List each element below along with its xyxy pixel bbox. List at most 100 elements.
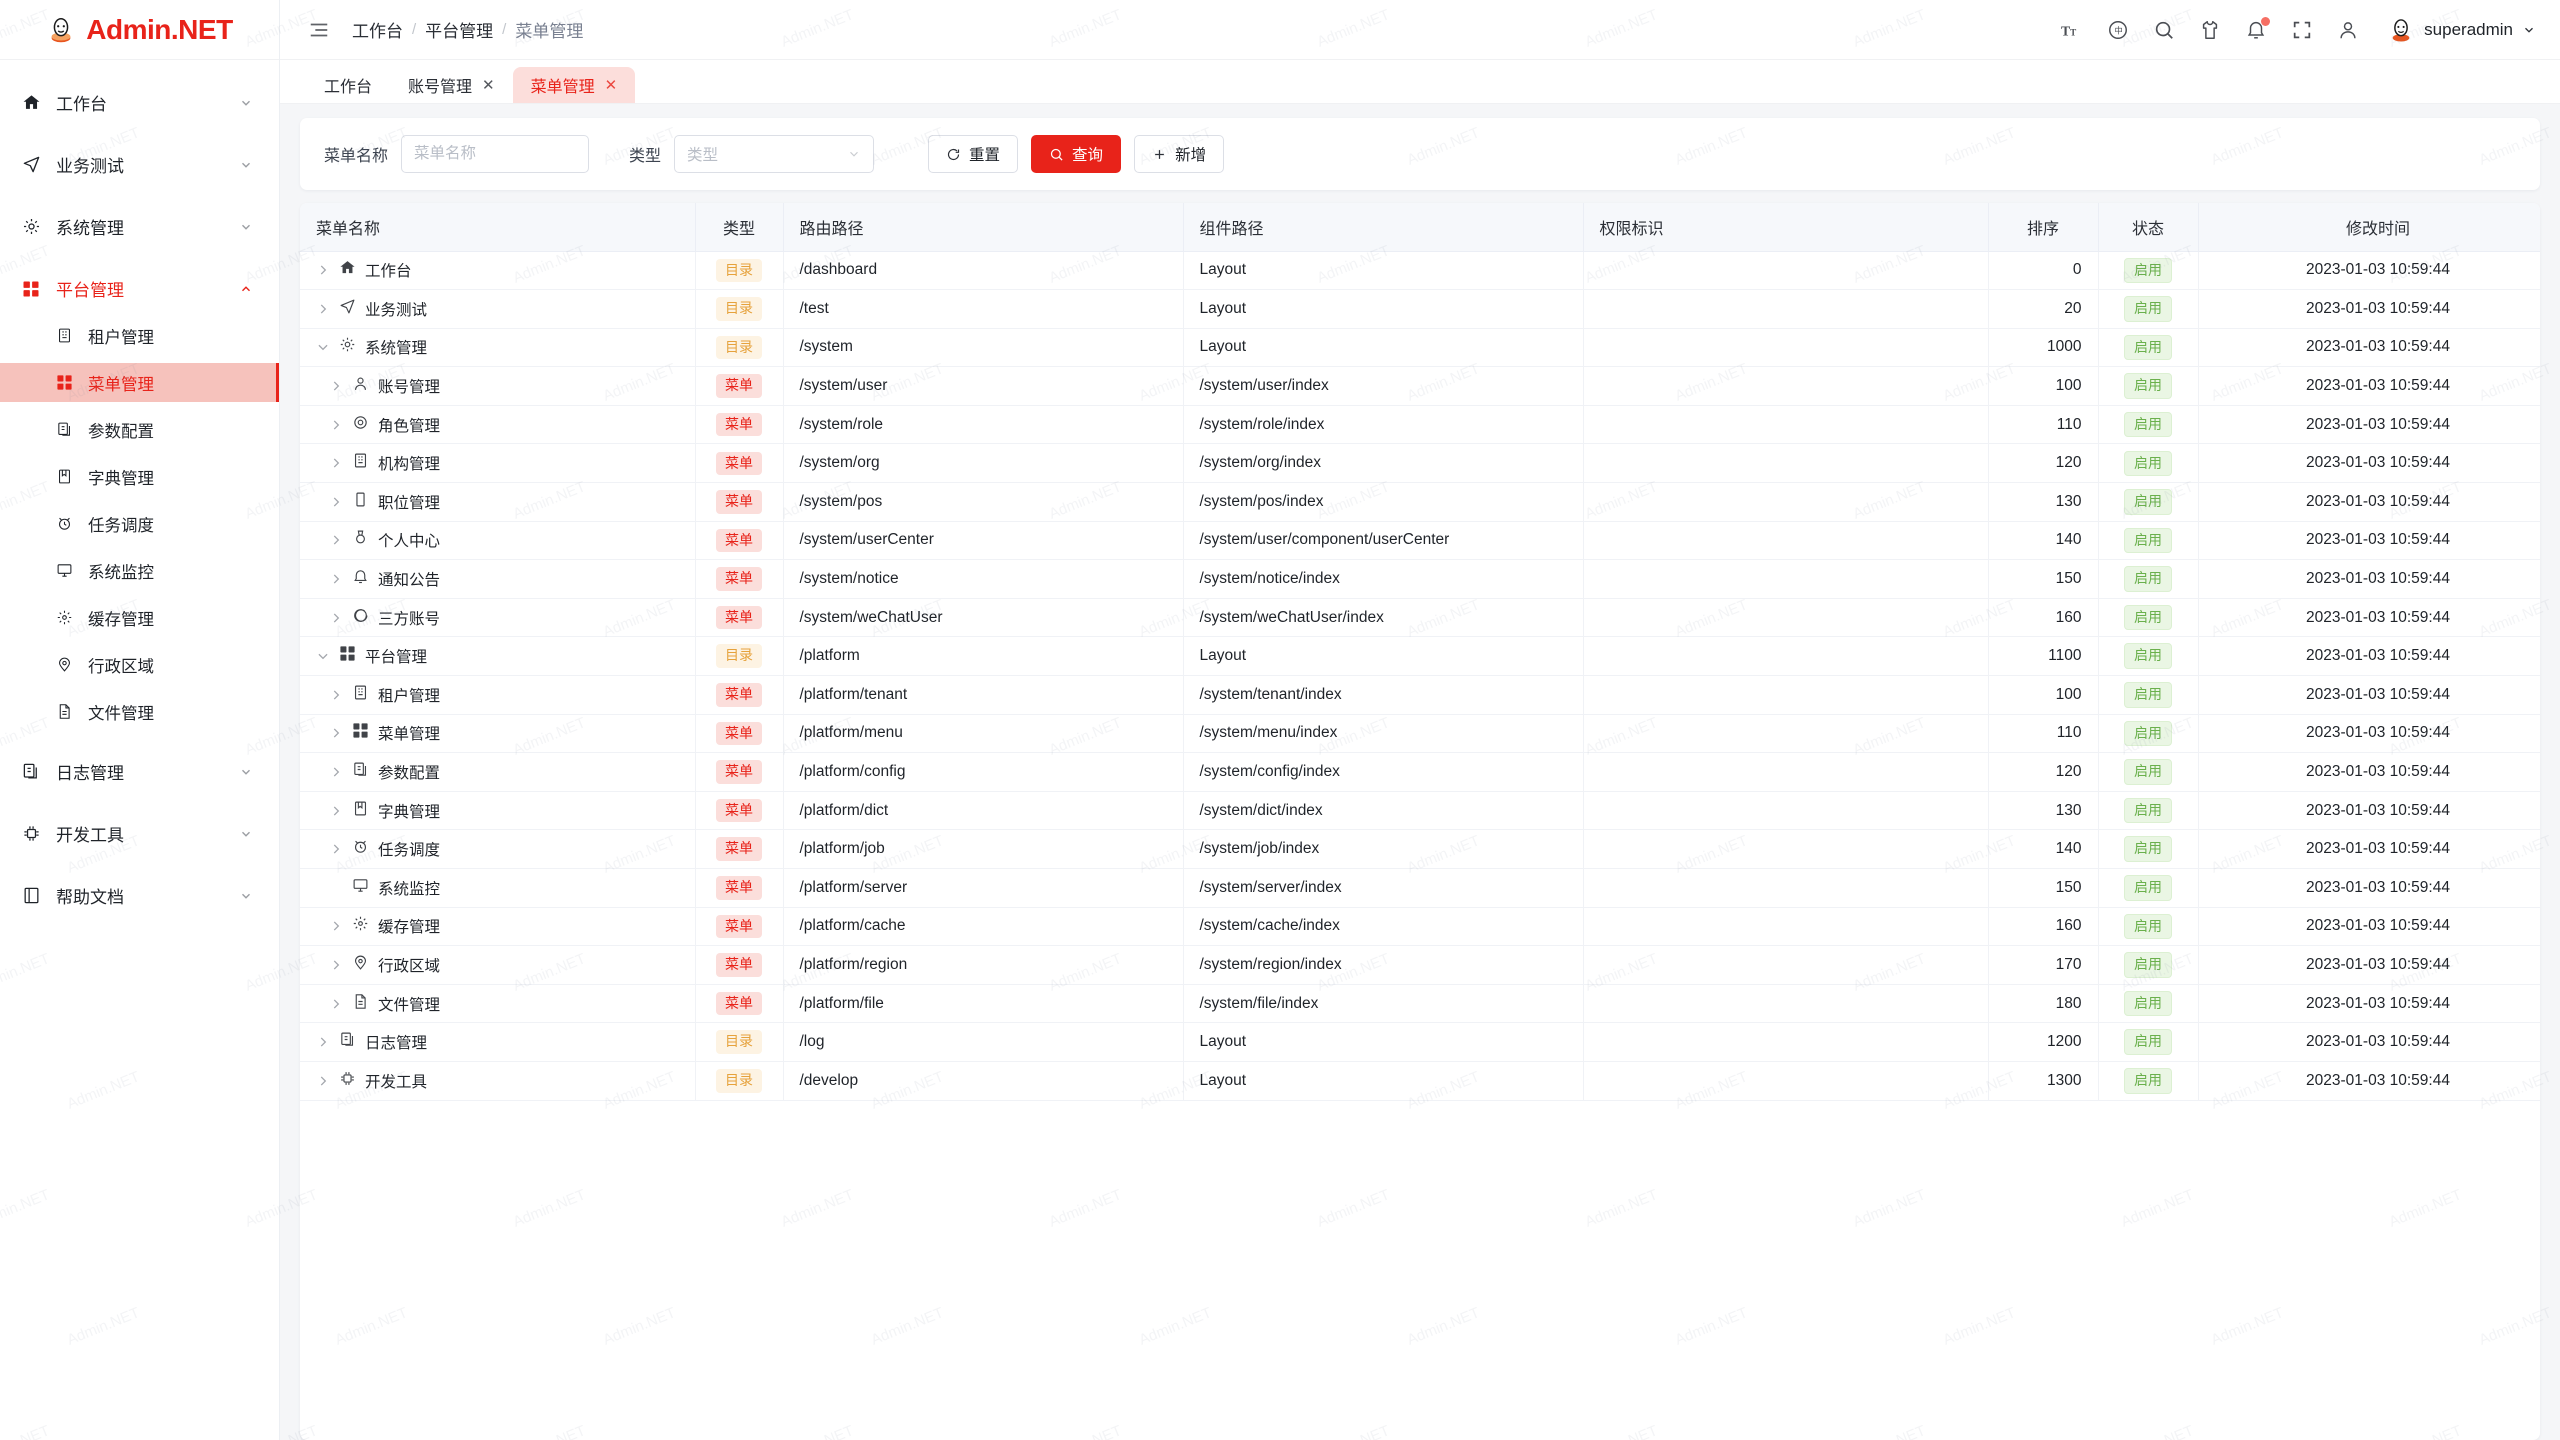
search-button[interactable]: 查询 <box>1031 135 1122 173</box>
table-row[interactable]: 角色管理 菜单/system/role/system/role/index 110 启… <box>300 405 2540 445</box>
table-row[interactable]: 个人中心 菜单/system/userCenter/system/user/com… <box>300 521 2540 561</box>
table-row[interactable]: 菜单管理 菜单/platform/menu/system/menu/index 11… <box>300 714 2540 754</box>
sidebar-item-label: 系统管理 <box>56 219 124 238</box>
book-open-icon <box>22 886 48 905</box>
chevron-right-icon[interactable] <box>316 263 330 277</box>
chevron-right-icon[interactable] <box>329 456 343 470</box>
add-button[interactable]: 新增 <box>1134 135 1225 173</box>
chevron-right-icon[interactable] <box>329 919 343 933</box>
chevron-right-icon[interactable] <box>329 958 343 972</box>
sidebar-item-file-management[interactable]: 文件管理 <box>0 692 279 731</box>
table-row[interactable]: 开发工具 目录/develop Layout 1300 启用 2023-01-03 10:… <box>300 1061 2540 1101</box>
tab-menu-management[interactable]: 菜单管理 ✕ <box>512 67 636 103</box>
table-row[interactable]: 系统监控 菜单/platform/server/system/server/ind… <box>300 868 2540 908</box>
cell-route: /log <box>783 1022 1184 1062</box>
sidebar-item-business-test[interactable]: 业务测试 <box>0 143 279 186</box>
chevron-right-icon[interactable] <box>329 765 343 779</box>
menu-name-text: 三方账号 <box>378 610 441 628</box>
status-badge: 启用 <box>2124 836 2172 862</box>
cell-update-time: 2023-01-03 10:59:44 <box>2198 1022 2540 1062</box>
font-size-icon[interactable]: T T <box>2061 19 2083 41</box>
search-icon[interactable] <box>2153 19 2175 41</box>
sidebar-item-dict-management[interactable]: 字典管理 <box>0 457 279 496</box>
copy-icon <box>339 1031 356 1053</box>
type-badge: 菜单 <box>716 451 762 476</box>
sidebar-item-help-docs[interactable]: 帮助文档 <box>0 874 279 917</box>
fullscreen-icon[interactable] <box>2291 19 2313 41</box>
sidebar-item-label: 字典管理 <box>88 469 154 488</box>
chevron-right-icon[interactable] <box>329 495 343 509</box>
table-row[interactable]: 任务调度 菜单/platform/job/system/job/index 140 启… <box>300 829 2540 869</box>
table-row[interactable]: 三方账号 菜单/system/weChatUser/system/weChatUs… <box>300 598 2540 638</box>
chevron-right-icon[interactable] <box>329 379 343 393</box>
sidebar-item-workbench[interactable]: 工作台 <box>0 81 279 124</box>
table-row[interactable]: 职位管理 菜单/system/pos/system/pos/index 130 启用 2… <box>300 482 2540 522</box>
table-row[interactable]: 系统管理 目录/system Layout 1000 启用 2023-01-03 10:5… <box>300 328 2540 368</box>
chevron-right-icon[interactable] <box>329 688 343 702</box>
sidebar-item-cache-management[interactable]: 缓存管理 <box>0 598 279 637</box>
sidebar-item-dev-tools[interactable]: 开发工具 <box>0 812 279 855</box>
sidebar-item-param-config[interactable]: 参数配置 <box>0 410 279 449</box>
type-select[interactable]: 类型 <box>674 135 875 173</box>
tab-account-management[interactable]: 账号管理 ✕ <box>390 67 513 103</box>
status-badge: 启用 <box>2124 334 2172 361</box>
chevron-down-icon[interactable] <box>316 340 330 354</box>
table-row[interactable]: 工作台 目录/dashboard Layout 0 启用 2023-01-03 10:59… <box>300 251 2540 291</box>
cell-type: 菜单 <box>695 675 784 715</box>
table-row[interactable]: 行政区域 菜单/platform/region/system/region/ind… <box>300 945 2540 985</box>
theme-shirt-icon[interactable] <box>2199 19 2221 41</box>
table-row[interactable]: 机构管理 菜单/system/org/system/org/index 120 启用 2… <box>300 443 2540 484</box>
chevron-right-icon[interactable] <box>329 842 343 856</box>
chevron-right-icon[interactable] <box>316 302 330 316</box>
chevron-right-icon[interactable] <box>329 611 343 625</box>
language-globe-icon[interactable]: 中 <box>2107 19 2129 41</box>
brand-logo-area[interactable]: Admin.NET <box>0 0 279 60</box>
table-row[interactable]: 平台管理 目录/platform Layout 1100 启用 2023-01-03 10… <box>300 636 2540 677</box>
sidebar-item-region[interactable]: 行政区域 <box>0 645 279 684</box>
user-outline-icon[interactable] <box>2337 19 2359 41</box>
chevron-right-icon[interactable] <box>316 1074 330 1088</box>
chevron-right-icon[interactable] <box>329 997 343 1011</box>
notification-bell-icon[interactable] <box>2245 16 2271 41</box>
chevron-right-icon[interactable] <box>329 572 343 586</box>
sidebar-item-tenant-management[interactable]: 租户管理 <box>0 316 279 355</box>
hamburger-icon[interactable] <box>308 19 330 41</box>
cell-component: /system/tenant/index <box>1183 675 1584 715</box>
cell-sort: 1000 <box>1988 328 2099 368</box>
table-row[interactable]: 文件管理 菜单/platform/file/system/file/index 18… <box>300 984 2540 1024</box>
table-row[interactable]: 参数配置 菜单/platform/config/system/config/ind… <box>300 752 2540 792</box>
chevron-right-icon[interactable] <box>329 804 343 818</box>
grid-icon <box>352 722 369 744</box>
table-row[interactable]: 账号管理 菜单/system/user/system/user/index 100 启… <box>300 366 2540 406</box>
table-row[interactable]: 日志管理 目录/log Layout 1200 启用 2023-01-03 10:59:4… <box>300 1022 2540 1062</box>
sidebar-item-menu-management[interactable]: 菜单管理 <box>0 363 279 402</box>
sidebar-item-system-monitor[interactable]: 系统监控 <box>0 551 279 590</box>
close-icon[interactable]: ✕ <box>604 76 618 94</box>
table-row[interactable]: 租户管理 菜单/platform/tenant/system/tenant/ind… <box>300 675 2540 715</box>
reset-button[interactable]: 重置 <box>928 135 1019 173</box>
table-row[interactable]: 通知公告 菜单/system/notice/system/notice/index… <box>300 559 2540 599</box>
table-row[interactable]: 字典管理 菜单/platform/dict/system/dict/index 13… <box>300 791 2540 831</box>
cell-route: /system/userCenter <box>783 521 1184 561</box>
user-menu[interactable]: superadmin <box>2387 16 2536 44</box>
status-badge: 启用 <box>2124 373 2172 399</box>
cell-update-time: 2023-01-03 10:59:44 <box>2198 251 2540 291</box>
cell-sort: 110 <box>1988 405 2099 445</box>
close-icon[interactable]: ✕ <box>482 76 495 94</box>
cell-status: 启用 <box>2098 405 2199 445</box>
sidebar-item-platform-management[interactable]: 平台管理 <box>0 267 279 310</box>
breadcrumb-item-1[interactable]: 平台管理 <box>425 22 494 41</box>
tab-workbench[interactable]: 工作台 <box>306 67 390 103</box>
chevron-right-icon[interactable] <box>329 726 343 740</box>
chevron-right-icon[interactable] <box>316 1035 330 1049</box>
sidebar-item-log-management[interactable]: 日志管理 <box>0 750 279 793</box>
breadcrumb-item-0[interactable]: 工作台 <box>352 22 403 41</box>
chevron-right-icon[interactable] <box>329 418 343 432</box>
table-row[interactable]: 缓存管理 菜单/platform/cache/system/cache/index… <box>300 907 2540 947</box>
sidebar-item-job-scheduler[interactable]: 任务调度 <box>0 504 279 543</box>
chevron-down-icon[interactable] <box>316 649 330 663</box>
search-input[interactable] <box>401 135 590 173</box>
table-row[interactable]: 业务测试 目录/test Layout 20 启用 2023-01-03 10:59:44… <box>300 289 2540 329</box>
chevron-right-icon[interactable] <box>329 533 343 547</box>
sidebar-item-system-management[interactable]: 系统管理 <box>0 205 279 248</box>
